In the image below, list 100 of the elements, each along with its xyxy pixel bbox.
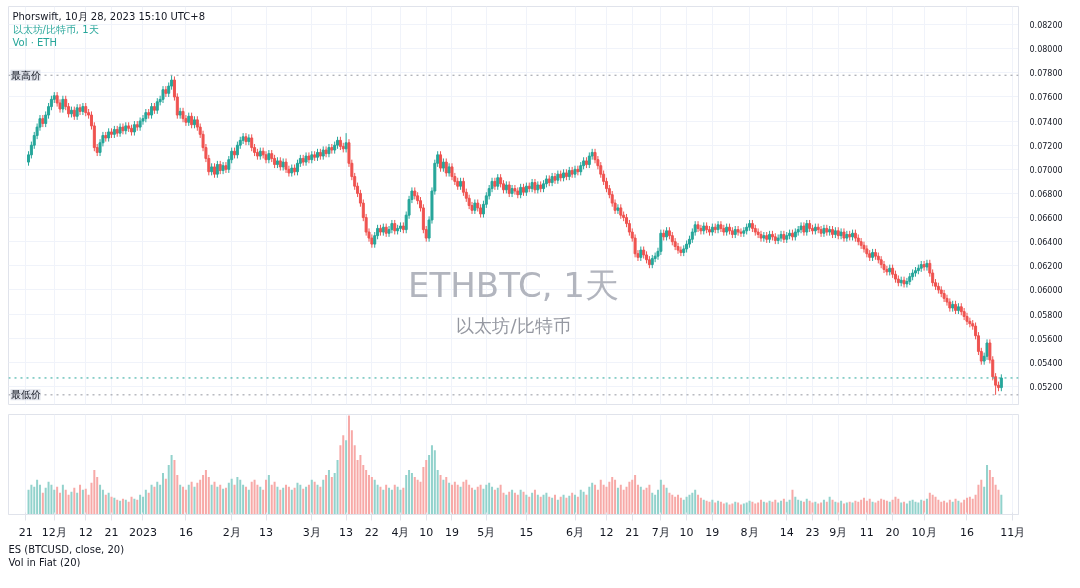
bar xyxy=(38,484,41,515)
candlestick xyxy=(676,242,680,255)
bar xyxy=(359,455,362,515)
bar xyxy=(911,499,914,515)
bar xyxy=(270,484,273,515)
x-tick-label: 22 xyxy=(364,525,379,539)
candlestick xyxy=(799,221,803,234)
candlestick xyxy=(905,277,909,289)
candlestick xyxy=(447,162,451,178)
candlestick xyxy=(985,338,989,361)
x-tick-label: 14 xyxy=(779,525,794,539)
bar xyxy=(468,484,471,515)
bar xyxy=(968,496,971,515)
bar xyxy=(64,489,67,515)
bar xyxy=(408,469,411,515)
bar xyxy=(73,487,76,515)
y-tick-label: 0.07800 xyxy=(1029,69,1063,79)
bar xyxy=(453,481,456,515)
bar xyxy=(36,479,39,515)
bar xyxy=(880,498,883,515)
candlestick xyxy=(965,312,969,326)
x-tick-label: 13 xyxy=(339,525,354,539)
x-tick-label: 10 xyxy=(679,525,694,539)
bar xyxy=(30,484,33,515)
bar xyxy=(184,489,187,515)
bar xyxy=(488,482,491,515)
candlestick xyxy=(616,203,620,215)
x-tick-label: 19 xyxy=(705,525,720,539)
bar xyxy=(327,469,330,515)
bar xyxy=(202,474,205,515)
x-tick-label: 19 xyxy=(444,525,459,539)
bar xyxy=(754,503,757,515)
bar xyxy=(413,476,416,515)
bar xyxy=(611,476,614,515)
bar xyxy=(204,469,207,515)
candlestick xyxy=(962,307,966,321)
bar xyxy=(199,479,202,515)
x-tick-label: 10 xyxy=(419,525,434,539)
bar xyxy=(239,479,242,515)
bar xyxy=(914,501,917,515)
bar xyxy=(625,486,628,515)
candlestick xyxy=(164,85,168,98)
y-tick-label: 0.06400 xyxy=(1029,238,1063,248)
bar xyxy=(325,474,328,515)
bar xyxy=(908,500,911,515)
bar xyxy=(688,494,691,515)
x-tick-label: 6月 xyxy=(566,525,585,539)
text: 以太坊/比特币 xyxy=(456,314,571,336)
bar xyxy=(267,474,270,515)
bar xyxy=(465,479,468,515)
candlestick xyxy=(510,184,514,198)
bar xyxy=(516,494,519,515)
bar xyxy=(877,500,880,515)
bar xyxy=(236,476,239,515)
bar xyxy=(250,481,253,515)
y-tick-label: 0.07400 xyxy=(1029,117,1063,127)
bar xyxy=(697,494,700,515)
x-tick-label: 21 xyxy=(625,525,640,539)
ref-line-label: 最低价 xyxy=(10,389,41,401)
text: ES (BTCUSD, close, 20) xyxy=(8,543,125,555)
bar xyxy=(797,499,800,515)
bar xyxy=(425,460,428,515)
candlestick xyxy=(882,260,886,274)
y-tick-label: 0.08200 xyxy=(1029,21,1063,31)
bar xyxy=(99,484,102,515)
bar xyxy=(634,474,637,515)
bar xyxy=(988,469,991,515)
bar xyxy=(253,479,256,515)
bar xyxy=(940,501,943,515)
bar xyxy=(645,487,648,515)
x-tick-label: 9月 xyxy=(829,525,848,539)
x-tick-label: 15 xyxy=(519,525,534,539)
bar xyxy=(588,486,591,515)
bar xyxy=(674,496,677,515)
bar xyxy=(894,496,897,515)
candlestick xyxy=(968,317,972,328)
bar xyxy=(101,489,104,515)
bar xyxy=(934,496,937,515)
x-tick-label: 16 xyxy=(178,525,193,539)
y-tick-label: 0.05200 xyxy=(1029,382,1063,392)
bar xyxy=(614,479,617,515)
bar xyxy=(659,479,662,515)
bar xyxy=(485,484,488,515)
bar xyxy=(462,481,465,515)
y-tick-label: 0.05400 xyxy=(1029,358,1063,368)
bar xyxy=(156,481,159,515)
bar xyxy=(917,502,920,515)
x-tick-label: 12 xyxy=(78,525,93,539)
x-tick-label: 21 xyxy=(18,525,33,539)
candlestick xyxy=(719,220,723,233)
bar xyxy=(648,484,651,515)
bar xyxy=(365,469,368,515)
candlestick xyxy=(859,237,863,250)
y-tick-label: 0.07600 xyxy=(1029,93,1063,103)
x-tick-label: 5月 xyxy=(477,525,496,539)
bar xyxy=(608,481,611,515)
bar xyxy=(1000,494,1003,515)
bar xyxy=(937,499,940,515)
bar xyxy=(897,498,900,515)
bar xyxy=(980,479,983,515)
